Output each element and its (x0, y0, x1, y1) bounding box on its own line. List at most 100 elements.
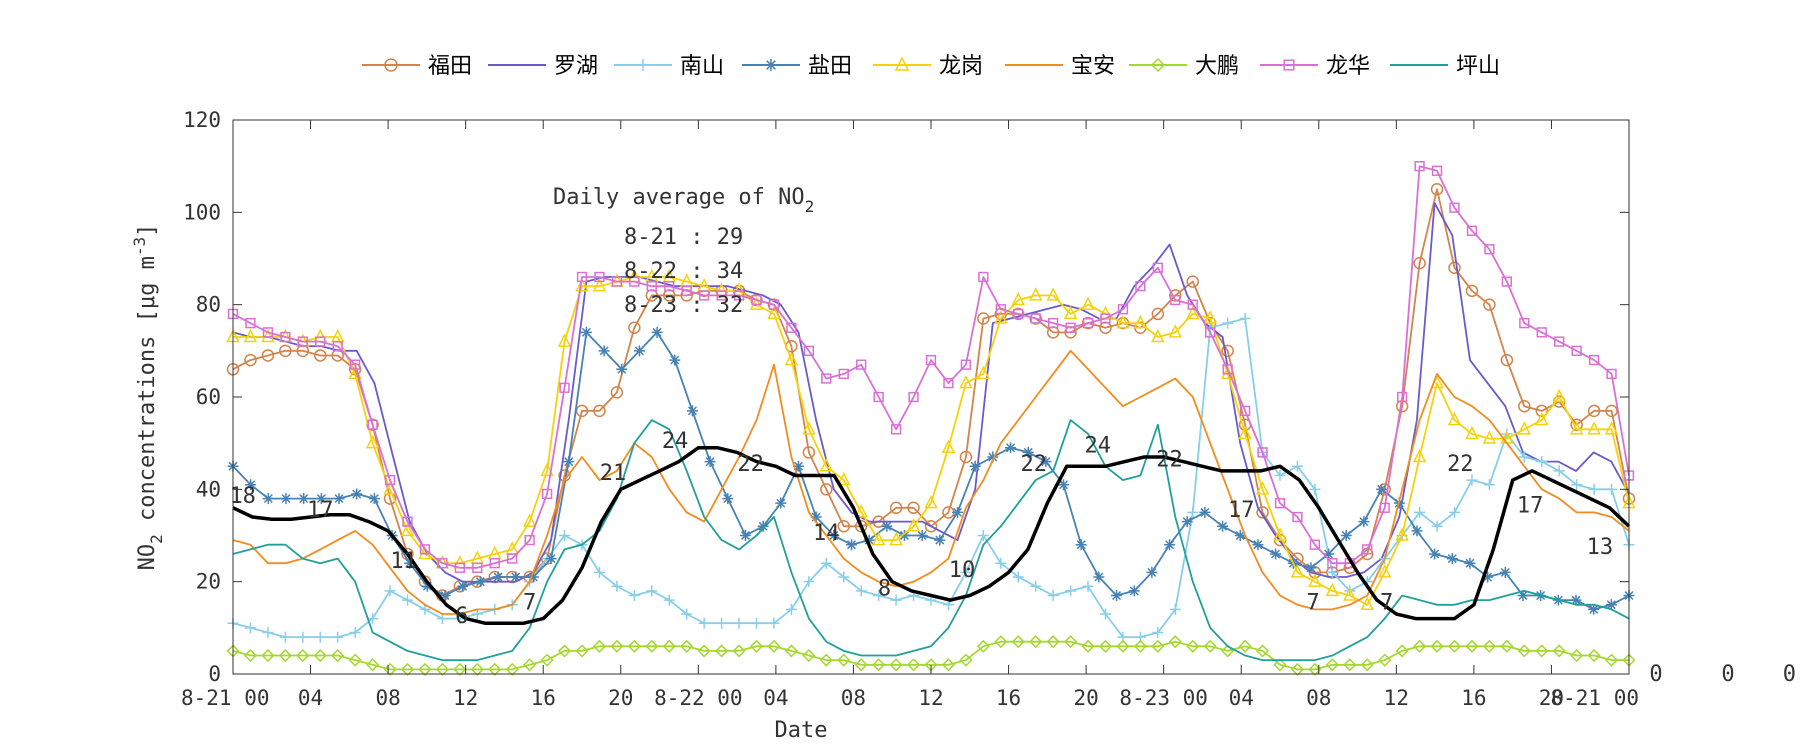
data-point (510, 571, 522, 583)
data-point (934, 534, 946, 546)
data-point (1500, 639, 1514, 653)
y-axis-label: NO2 concentrations [μg m-3] (130, 224, 166, 571)
data-point (1553, 465, 1565, 477)
data-point (838, 571, 850, 583)
data-point (367, 419, 378, 430)
data-point (1013, 308, 1024, 320)
mean-value-label: 24 (1084, 433, 1111, 458)
data-point (810, 511, 822, 523)
legend-label: 龙岗 (939, 54, 983, 79)
data-point (1501, 428, 1513, 440)
legend-swatch-marker (765, 59, 777, 71)
data-point (1270, 548, 1282, 560)
data-point (1133, 639, 1147, 653)
data-point (1325, 582, 1340, 597)
legend-label: 龙华 (1326, 54, 1370, 79)
data-point (1065, 585, 1077, 597)
data-point (863, 534, 875, 546)
data-point (1606, 368, 1617, 380)
legend-label: 盐田 (808, 54, 852, 79)
data-point (1239, 313, 1251, 325)
data-point (559, 382, 570, 393)
data-point (1517, 421, 1532, 435)
legend-swatch-marker (637, 59, 649, 71)
data-point (522, 513, 537, 527)
data-point (261, 349, 275, 362)
data-point (786, 322, 797, 333)
data-point (557, 333, 572, 347)
data-point (1447, 411, 1462, 426)
y-axis-label-part: concentrations [ (135, 309, 160, 534)
data-point (368, 493, 380, 505)
data-point (1519, 317, 1530, 329)
legend-label: 大鹏 (1195, 54, 1239, 79)
data-point (280, 493, 292, 505)
data-point (1587, 421, 1601, 435)
x-tick-label: 16 (531, 686, 556, 710)
legend-swatch-marker (894, 56, 910, 71)
data-point (243, 328, 258, 343)
data-point (739, 530, 751, 541)
data-point (557, 644, 572, 658)
legend-label: 南山 (680, 54, 724, 79)
annotation-title-text: Daily average of NO (553, 185, 805, 210)
data-point (1466, 225, 1478, 236)
data-point (1360, 658, 1374, 672)
data-point (1466, 474, 1478, 486)
data-point (402, 594, 413, 606)
series-line (232, 202, 1630, 583)
legend-label: 罗湖 (554, 54, 598, 79)
data-point (1186, 305, 1200, 320)
series-line (232, 349, 1630, 615)
data-point (1290, 662, 1305, 676)
data-point (244, 353, 257, 367)
data-point (1378, 653, 1392, 667)
data-point (592, 278, 607, 292)
data-point (575, 278, 589, 292)
legend-item-4: 盐田 (742, 54, 852, 79)
data-point (1012, 307, 1025, 321)
data-point (492, 571, 504, 583)
data-point (1170, 294, 1181, 306)
data-point (453, 662, 467, 676)
mean-value-label: 11 (390, 549, 417, 574)
series-6 (232, 349, 1630, 615)
data-point (404, 557, 416, 569)
y-tick-label: 0 (208, 662, 221, 686)
data-point (651, 326, 663, 338)
data-point (1552, 644, 1566, 658)
data-point (686, 405, 698, 417)
data-point (333, 493, 345, 505)
legend: 福田 罗湖 南山 盐田 龙岗 宝安 大鹏 龙华 坪山 (362, 54, 1500, 79)
data-point (245, 479, 257, 491)
data-point (1484, 244, 1495, 255)
data-point (435, 662, 449, 676)
data-point (872, 658, 886, 672)
data-point (1082, 317, 1094, 329)
data-point (1029, 635, 1043, 649)
data-point (1187, 506, 1199, 518)
data-point (1536, 456, 1548, 468)
data-point (1308, 573, 1322, 587)
data-point (784, 351, 799, 366)
data-point (916, 530, 928, 541)
data-point (1065, 322, 1076, 333)
data-point (1029, 312, 1042, 325)
data-point (1274, 469, 1286, 481)
x-tick-label: 8-23 00 (1119, 686, 1208, 710)
data-point (384, 474, 396, 486)
data-point (628, 321, 641, 334)
data-point (715, 644, 729, 658)
data-point (1040, 456, 1052, 468)
data-point (1022, 446, 1034, 458)
data-point (1449, 506, 1460, 518)
data-point (819, 458, 834, 472)
data-point (523, 658, 537, 672)
data-point (1146, 566, 1158, 578)
data-point (1030, 580, 1042, 592)
data-point (1222, 317, 1234, 329)
data-point (906, 518, 921, 532)
data-point (669, 354, 681, 366)
data-point (421, 580, 433, 592)
data-point (439, 590, 451, 602)
